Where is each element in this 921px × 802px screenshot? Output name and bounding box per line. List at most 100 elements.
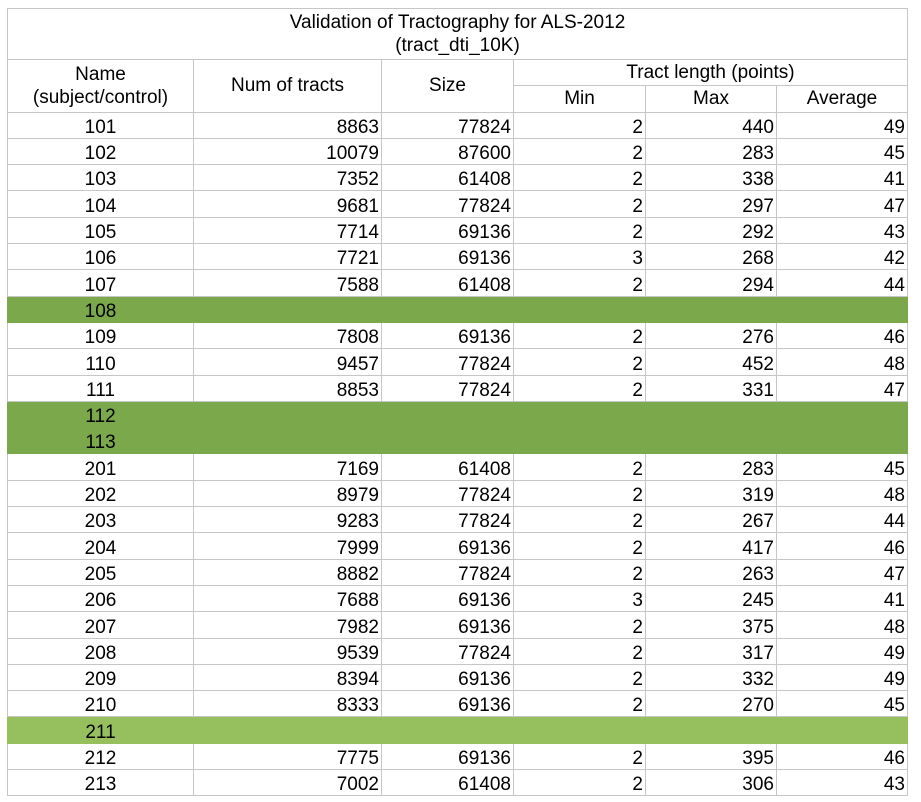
cell-max[interactable]: 267 — [645, 506, 777, 534]
cell-min[interactable]: 2 — [513, 637, 646, 665]
cell-average[interactable]: 45 — [776, 690, 908, 718]
cell-min[interactable]: 2 — [513, 611, 646, 639]
cell-name[interactable]: 113 — [7, 427, 194, 455]
cell-size[interactable]: 77824 — [381, 558, 514, 586]
cell-num-tracts[interactable]: 7775 — [193, 742, 382, 771]
cell-average[interactable]: 41 — [776, 584, 908, 613]
cell-max[interactable]: 338 — [645, 164, 777, 192]
cell-average[interactable]: 44 — [776, 506, 908, 534]
cell-num-tracts[interactable]: 8333 — [193, 690, 382, 718]
cell-num-tracts[interactable]: 7169 — [193, 453, 382, 481]
cell-size[interactable]: 61408 — [381, 269, 514, 297]
cell-max[interactable]: 452 — [645, 348, 777, 376]
cell-min[interactable] — [513, 295, 646, 323]
cell-size[interactable] — [381, 427, 514, 455]
cell-size[interactable]: 87600 — [381, 137, 514, 166]
cell-name[interactable]: 108 — [7, 295, 194, 323]
cell-num-tracts[interactable]: 7721 — [193, 243, 382, 271]
cell-max[interactable]: 306 — [645, 769, 777, 797]
cell-name[interactable]: 101 — [7, 111, 194, 139]
cell-min[interactable]: 2 — [513, 137, 646, 166]
cell-average[interactable]: 48 — [776, 611, 908, 639]
header-average[interactable]: Average — [776, 85, 908, 113]
cell-average[interactable]: 42 — [776, 243, 908, 271]
cell-size[interactable]: 77824 — [381, 479, 514, 508]
cell-name[interactable]: 209 — [7, 663, 194, 692]
cell-num-tracts[interactable] — [193, 716, 382, 744]
cell-average[interactable]: 49 — [776, 663, 908, 692]
cell-max[interactable]: 297 — [645, 190, 777, 218]
cell-size[interactable]: 77824 — [381, 506, 514, 534]
cell-max[interactable]: 268 — [645, 243, 777, 271]
cell-max[interactable]: 245 — [645, 584, 777, 613]
header-size[interactable]: Size — [381, 59, 514, 113]
cell-average[interactable]: 43 — [776, 769, 908, 797]
cell-num-tracts[interactable]: 9457 — [193, 348, 382, 376]
cell-size[interactable]: 69136 — [381, 611, 514, 639]
cell-name[interactable]: 107 — [7, 269, 194, 297]
cell-name[interactable]: 207 — [7, 611, 194, 639]
cell-min[interactable]: 2 — [513, 321, 646, 350]
cell-min[interactable]: 2 — [513, 690, 646, 718]
header-max[interactable]: Max — [645, 85, 777, 113]
cell-max[interactable]: 331 — [645, 374, 777, 402]
header-tract-length[interactable]: Tract length (points) — [513, 58, 908, 87]
cell-average[interactable] — [776, 427, 908, 455]
cell-size[interactable]: 69136 — [381, 663, 514, 692]
cell-name[interactable]: 204 — [7, 532, 194, 560]
cell-num-tracts[interactable]: 8853 — [193, 374, 382, 402]
cell-num-tracts[interactable]: 7999 — [193, 532, 382, 560]
cell-max[interactable]: 317 — [645, 637, 777, 665]
cell-min[interactable]: 2 — [513, 742, 646, 771]
cell-size[interactable]: 77824 — [381, 348, 514, 376]
cell-min[interactable]: 2 — [513, 374, 646, 402]
cell-min[interactable]: 2 — [513, 558, 646, 586]
cell-average[interactable]: 47 — [776, 190, 908, 218]
cell-min[interactable] — [513, 716, 646, 744]
cell-name[interactable]: 110 — [7, 348, 194, 376]
cell-size[interactable]: 69136 — [381, 216, 514, 245]
cell-num-tracts[interactable] — [193, 400, 382, 429]
cell-max[interactable]: 417 — [645, 532, 777, 560]
cell-average[interactable]: 46 — [776, 742, 908, 771]
cell-average[interactable]: 41 — [776, 164, 908, 192]
cell-max[interactable]: 292 — [645, 216, 777, 245]
cell-min[interactable]: 2 — [513, 663, 646, 692]
cell-name[interactable]: 106 — [7, 243, 194, 271]
cell-average[interactable]: 46 — [776, 321, 908, 350]
cell-max[interactable]: 440 — [645, 111, 777, 139]
cell-average[interactable]: 44 — [776, 269, 908, 297]
cell-name[interactable]: 109 — [7, 321, 194, 350]
cell-min[interactable]: 2 — [513, 769, 646, 797]
cell-average[interactable]: 45 — [776, 453, 908, 481]
cell-average[interactable]: 46 — [776, 532, 908, 560]
cell-size[interactable]: 69136 — [381, 584, 514, 613]
cell-max[interactable] — [645, 400, 777, 429]
cell-min[interactable]: 2 — [513, 111, 646, 139]
cell-min[interactable]: 2 — [513, 164, 646, 192]
cell-size[interactable]: 77824 — [381, 190, 514, 218]
cell-num-tracts[interactable]: 8863 — [193, 111, 382, 139]
cell-size[interactable]: 69136 — [381, 532, 514, 560]
cell-min[interactable]: 2 — [513, 532, 646, 560]
cell-average[interactable]: 47 — [776, 374, 908, 402]
cell-size[interactable]: 69136 — [381, 321, 514, 350]
cell-min[interactable]: 2 — [513, 506, 646, 534]
cell-size[interactable]: 61408 — [381, 769, 514, 797]
header-num-tracts[interactable]: Num of tracts — [193, 59, 382, 113]
cell-average[interactable] — [776, 295, 908, 323]
cell-name[interactable]: 111 — [7, 374, 194, 402]
cell-num-tracts[interactable]: 7588 — [193, 269, 382, 297]
cell-name[interactable]: 104 — [7, 190, 194, 218]
cell-name[interactable]: 211 — [7, 716, 194, 744]
cell-size[interactable]: 77824 — [381, 637, 514, 665]
cell-max[interactable] — [645, 427, 777, 455]
cell-max[interactable]: 270 — [645, 690, 777, 718]
cell-size[interactable] — [381, 295, 514, 323]
cell-size[interactable]: 77824 — [381, 111, 514, 139]
cell-num-tracts[interactable]: 9681 — [193, 190, 382, 218]
cell-name[interactable]: 206 — [7, 584, 194, 613]
cell-average[interactable] — [776, 400, 908, 429]
cell-num-tracts[interactable] — [193, 427, 382, 455]
cell-size[interactable]: 61408 — [381, 164, 514, 192]
